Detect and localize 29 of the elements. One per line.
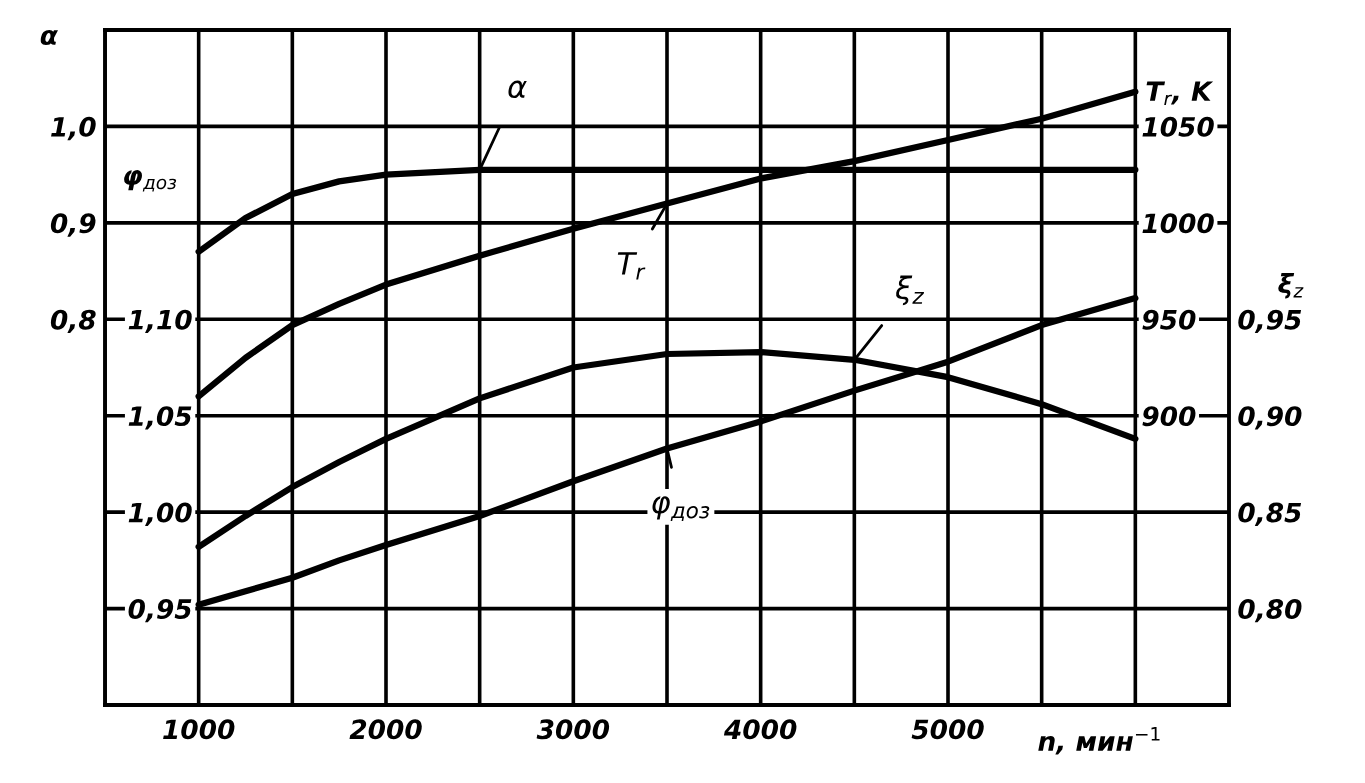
y2-tick-label: 0,80 xyxy=(1238,599,1302,623)
x-tick-label: 4000 xyxy=(723,719,797,740)
y-tick-label: 1,10 xyxy=(128,309,192,334)
y-tick-label: 0,95 xyxy=(128,599,192,623)
y-tick-label: 0,8 xyxy=(50,309,96,334)
y-tick-label: 1,00 xyxy=(128,502,192,526)
y2-tick-label: 0,95 xyxy=(1238,309,1302,334)
y-tick-label: 1,05 xyxy=(128,406,192,430)
y2-tick-label: 1050 xyxy=(1142,116,1214,137)
y2-tick-label: 950 xyxy=(1142,309,1196,330)
text: ξ$_{z}$ xyxy=(896,275,925,306)
y2-tick-label: 1000 xyxy=(1142,213,1214,234)
y-axis-title: α xyxy=(40,30,58,46)
legend-label: T$_{r}$ xyxy=(617,252,646,280)
text: α xyxy=(508,80,527,99)
y-tick-label: 1,0 xyxy=(51,116,96,141)
y-tick-label: 0,9 xyxy=(50,213,96,237)
x-axis-title: n, мин$^{−1}$ xyxy=(1038,727,1160,755)
x-tick-label: 1000 xyxy=(163,719,235,740)
y2-tick-label: 0,85 xyxy=(1238,502,1302,526)
y2-axis-title: T$_{r}$, K xyxy=(1146,81,1214,105)
x-tick-label: 2000 xyxy=(349,719,422,740)
y2-tick-label: 900 xyxy=(1142,406,1196,427)
legend-label: φ$_{доз}$ xyxy=(652,496,710,522)
y-axis-title: φ$_{доз}$ xyxy=(124,170,177,192)
x-tick-label: 5000 xyxy=(911,719,984,740)
y2-tick-label: 0,90 xyxy=(1238,406,1302,430)
y2-axis-title: ξ$_{z}$ xyxy=(1278,273,1304,299)
x-tick-label: 3000 xyxy=(536,719,610,740)
